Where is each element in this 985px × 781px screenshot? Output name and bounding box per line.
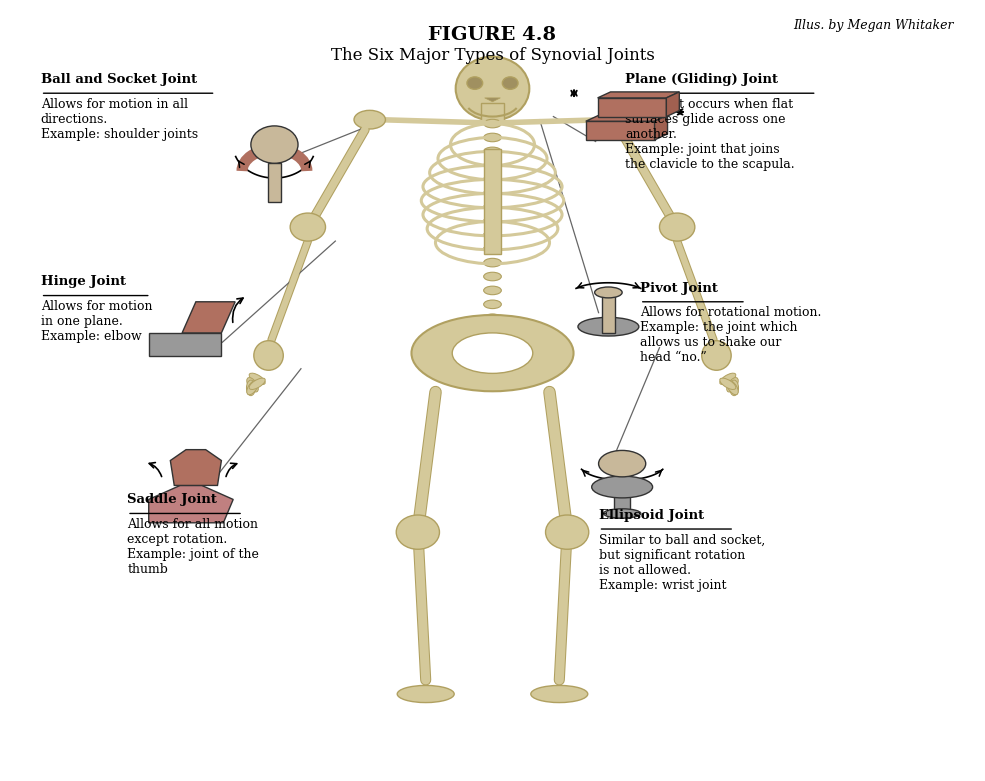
Text: Ball and Socket Joint: Ball and Socket Joint: [40, 73, 197, 86]
Ellipse shape: [578, 317, 639, 336]
Ellipse shape: [412, 315, 573, 391]
Ellipse shape: [484, 175, 501, 184]
Ellipse shape: [246, 380, 255, 396]
Ellipse shape: [502, 77, 518, 89]
Ellipse shape: [249, 378, 265, 390]
Ellipse shape: [484, 189, 501, 198]
Polygon shape: [170, 450, 222, 486]
Text: Illus. by Megan Whitaker: Illus. by Megan Whitaker: [794, 19, 954, 31]
Ellipse shape: [247, 377, 258, 392]
Ellipse shape: [467, 77, 483, 89]
Ellipse shape: [452, 333, 533, 373]
Polygon shape: [485, 98, 500, 102]
Ellipse shape: [484, 161, 501, 169]
Text: Allows for rotational motion.
Example: the joint which
allows us to shake our
he: Allows for rotational motion. Example: t…: [640, 306, 821, 365]
Ellipse shape: [484, 328, 501, 337]
Polygon shape: [182, 301, 235, 333]
Text: Joint that occurs when flat
surfaces glide across one
another.
Example: joint th: Joint that occurs when flat surfaces gli…: [625, 98, 795, 171]
Text: Ellipsoid Joint: Ellipsoid Joint: [599, 508, 703, 522]
Circle shape: [660, 213, 694, 241]
Ellipse shape: [599, 451, 646, 477]
Ellipse shape: [484, 134, 501, 142]
Text: Saddle Joint: Saddle Joint: [127, 494, 217, 506]
Circle shape: [546, 515, 589, 549]
Polygon shape: [598, 98, 667, 116]
Polygon shape: [598, 92, 680, 98]
Ellipse shape: [484, 259, 501, 267]
Ellipse shape: [600, 110, 631, 129]
Ellipse shape: [720, 378, 736, 390]
Ellipse shape: [484, 216, 501, 225]
Ellipse shape: [354, 110, 385, 129]
Text: Allows for motion in all
directions.
Example: shoulder joints: Allows for motion in all directions. Exa…: [40, 98, 198, 141]
Polygon shape: [655, 116, 668, 140]
Bar: [602, 292, 616, 333]
Ellipse shape: [484, 244, 501, 253]
Ellipse shape: [727, 380, 738, 394]
Ellipse shape: [249, 373, 265, 384]
Polygon shape: [149, 486, 233, 522]
Circle shape: [396, 515, 439, 549]
Ellipse shape: [456, 57, 529, 120]
Circle shape: [291, 213, 325, 241]
Ellipse shape: [484, 230, 501, 239]
Bar: [615, 486, 630, 516]
Text: The Six Major Types of Synovial Joints: The Six Major Types of Synovial Joints: [331, 47, 654, 63]
Ellipse shape: [484, 314, 501, 323]
Ellipse shape: [531, 686, 588, 703]
Ellipse shape: [730, 380, 739, 396]
Ellipse shape: [484, 147, 501, 155]
Ellipse shape: [397, 686, 454, 703]
Ellipse shape: [247, 380, 258, 394]
Text: Allows for motion
in one plane.
Example: elbow: Allows for motion in one plane. Example:…: [40, 300, 152, 343]
Ellipse shape: [720, 373, 736, 384]
Ellipse shape: [484, 119, 501, 128]
Circle shape: [251, 126, 298, 163]
Bar: [484, 149, 501, 255]
Text: FIGURE 4.8: FIGURE 4.8: [428, 27, 557, 45]
Text: Allows for all motion
except rotation.
Example: joint of the
thumb: Allows for all motion except rotation. E…: [127, 518, 259, 576]
Polygon shape: [586, 121, 655, 140]
Ellipse shape: [604, 508, 641, 518]
Ellipse shape: [484, 273, 501, 281]
Ellipse shape: [254, 341, 284, 370]
Bar: [481, 102, 504, 122]
Ellipse shape: [484, 286, 501, 294]
Ellipse shape: [595, 287, 623, 298]
Ellipse shape: [727, 377, 738, 392]
Bar: [268, 163, 282, 202]
Ellipse shape: [484, 300, 501, 308]
Ellipse shape: [701, 341, 731, 370]
Ellipse shape: [484, 203, 501, 212]
Polygon shape: [149, 333, 222, 356]
Text: Similar to ball and socket,
but significant rotation
is not allowed.
Example: wr: Similar to ball and socket, but signific…: [599, 533, 764, 592]
Text: Pivot Joint: Pivot Joint: [640, 281, 718, 294]
Polygon shape: [586, 116, 668, 121]
Text: Hinge Joint: Hinge Joint: [40, 276, 126, 288]
Ellipse shape: [592, 476, 653, 498]
Text: Plane (Gliding) Joint: Plane (Gliding) Joint: [625, 73, 778, 86]
Polygon shape: [667, 92, 680, 116]
